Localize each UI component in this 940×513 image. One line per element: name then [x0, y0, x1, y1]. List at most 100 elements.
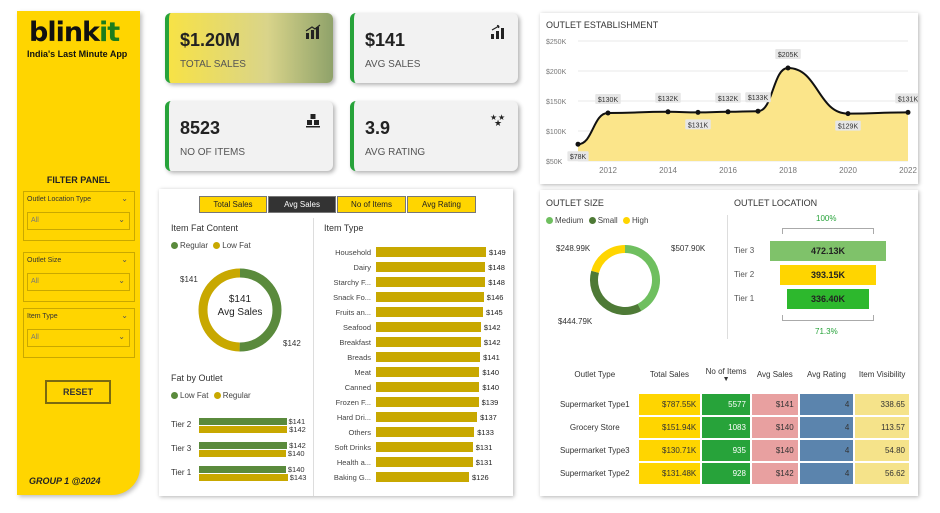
panel-divider	[313, 218, 314, 496]
col-outlet-type[interactable]: Outlet Type	[574, 370, 616, 379]
tab-no-of-items[interactable]: No of Items	[337, 196, 406, 213]
y-tick-label: $200K	[546, 69, 567, 76]
table-cell: 4	[797, 438, 856, 463]
legend-swatch	[546, 217, 553, 224]
table-row[interactable]: Supermarket Type3 $130.71K 935 $140 4 54.80	[551, 438, 911, 463]
stars-icon: ★ ★★	[490, 113, 505, 128]
table-cell: $130.71K	[636, 438, 703, 463]
category-label: Household	[335, 248, 371, 257]
legend-small: Small	[597, 216, 618, 225]
col-total-sales[interactable]: Total Sales	[649, 370, 689, 379]
outlet-size-donut-chart	[590, 245, 660, 315]
svg-text:$78K: $78K	[570, 154, 587, 161]
legend-swatch	[588, 217, 596, 224]
col-avg-rating[interactable]: Avg Rating	[806, 370, 846, 379]
brand-logo: blinkit	[29, 17, 120, 48]
category-label: Tier 3	[171, 444, 192, 453]
kpi-value: $141	[365, 30, 406, 50]
filter-panel-title: FILTER PANEL	[46, 175, 111, 185]
category-label: Meat	[354, 368, 371, 377]
item-type-dropdown[interactable]: All ⌄	[27, 329, 130, 347]
reset-button[interactable]: RESET	[45, 380, 111, 404]
data-label: $78K	[567, 151, 589, 162]
table-cell: 56.62	[853, 461, 911, 486]
table-header-row: Outlet Type Total Sales No of Items ▼ Avg…	[552, 357, 910, 393]
donut-center-label: Avg Sales	[217, 307, 263, 318]
bar	[199, 442, 288, 449]
table-cell: 1083	[700, 415, 752, 440]
bar-value-label: $140	[287, 465, 305, 474]
y-tick-label: $50K	[546, 159, 563, 166]
kpi-label: AVG RATING	[365, 147, 426, 158]
table-cell: $131.48K	[636, 461, 703, 486]
table-cell: Supermarket Type3	[551, 438, 639, 463]
bar	[376, 262, 486, 272]
bar	[199, 474, 288, 481]
bar	[376, 277, 486, 287]
brand-tagline: India's Last Minute App	[27, 49, 128, 59]
table-cell: 113.57	[853, 415, 911, 440]
bar-value-label: $143	[289, 473, 307, 482]
tab-avg-sales[interactable]: Avg Sales	[268, 196, 336, 213]
donut-slice-regular	[239, 268, 282, 352]
y-tick-label: $150K	[546, 99, 567, 106]
chevron-down-icon[interactable]: ⌄	[121, 311, 128, 320]
svg-text:$129K: $129K	[838, 124, 859, 131]
data-point	[785, 65, 791, 71]
outlet-size-title: OUTLET SIZE	[546, 198, 604, 208]
table-cell: Supermarket Type2	[551, 461, 639, 486]
data-point	[605, 110, 611, 116]
table-cell: $140	[749, 415, 800, 440]
data-label: $130K	[595, 94, 621, 104]
table-cell: 338.65	[853, 392, 911, 417]
bar	[199, 418, 287, 425]
bar-value-label: $139	[481, 398, 499, 407]
kpi-value: 8523	[180, 118, 221, 138]
table-row[interactable]: Grocery Store $151.94K 1083 $140 4 113.57	[551, 415, 911, 440]
data-point	[575, 141, 581, 147]
category-label: Soft Drinks	[334, 443, 371, 452]
bar-value-label: $137	[480, 413, 497, 422]
category-label: Tier 1	[171, 468, 192, 477]
chevron-down-icon: ⌄	[118, 332, 125, 341]
chevron-down-icon[interactable]: ⌄	[121, 255, 128, 264]
dropdown-value: All	[31, 334, 39, 341]
kpi-label: AVG SALES	[365, 59, 421, 70]
tab-avg-rating[interactable]: Avg Rating	[407, 196, 476, 213]
legend-regular: Regular	[222, 391, 251, 400]
funnel-category-label: Tier 3	[734, 246, 755, 255]
data-point	[755, 108, 761, 114]
data-label: $132K	[655, 92, 681, 103]
table-cell: $787.55K	[636, 392, 703, 417]
data-label: $131K	[685, 119, 711, 130]
legend-swatch	[171, 392, 178, 399]
category-label: Frozen F...	[335, 398, 371, 407]
category-label: Tier 2	[171, 420, 192, 429]
high-value-label: $248.99K	[556, 244, 591, 253]
table-row[interactable]: Supermarket Type2 $131.48K 928 $142 4 56.62	[551, 461, 911, 486]
bar	[376, 307, 484, 317]
svg-text:$131K: $131K	[898, 96, 918, 103]
funnel-top-percent: 100%	[816, 214, 837, 223]
outlet-location-dropdown[interactable]: All ⌄	[27, 212, 130, 230]
table-cell: 54.80	[853, 438, 911, 463]
bar	[199, 450, 286, 457]
col-no-of-items[interactable]: No of Items ▼	[701, 357, 751, 393]
col-item-visibility[interactable]: Item Visibility	[858, 370, 906, 379]
bar	[376, 397, 479, 407]
bar-value-label: $131	[475, 458, 493, 467]
bar-value-label: $148	[488, 263, 505, 272]
bar	[376, 292, 484, 302]
table-row[interactable]: Supermarket Type1 $787.55K 5577 $141 4 338.65	[551, 392, 911, 417]
table-cell: $142	[749, 461, 800, 486]
category-label: Snack Fo...	[333, 293, 371, 302]
filter-outlet-size: Outlet Size ⌄ All ⌄	[23, 252, 135, 302]
table-cell: $140	[749, 438, 800, 463]
item-fat-legend: Regular Low Fat	[171, 241, 251, 250]
kpi-no-of-items: 8523 NO OF ITEMS	[165, 101, 333, 171]
outlet-size-dropdown[interactable]: All ⌄	[27, 273, 130, 291]
chevron-down-icon[interactable]: ⌄	[121, 194, 128, 203]
tab-total-sales[interactable]: Total Sales	[199, 196, 267, 213]
category-label: Baking G...	[333, 473, 371, 482]
col-avg-sales[interactable]: Avg Sales	[756, 370, 793, 379]
